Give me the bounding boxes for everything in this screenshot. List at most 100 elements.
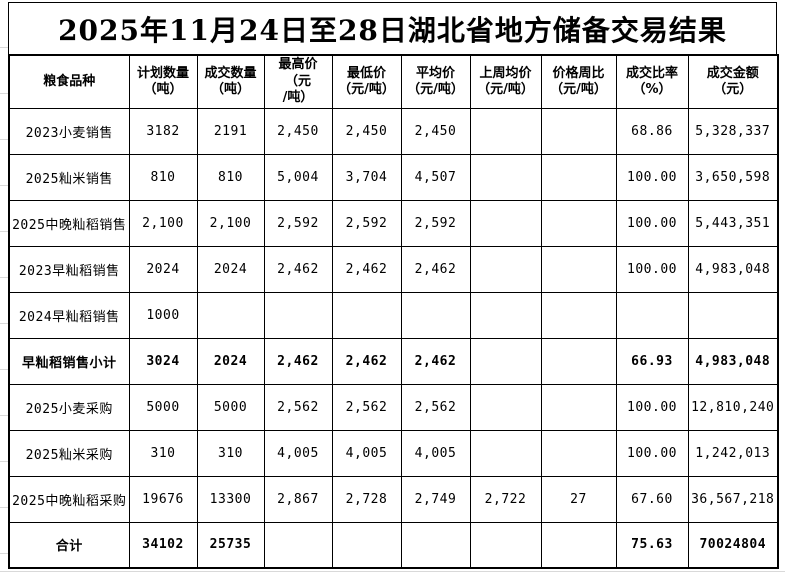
table-cell: 4,507 (400, 153, 471, 201)
table-cell (469, 291, 542, 339)
table-cell: 5,443,351 (687, 199, 779, 247)
table-cell: 3,704 (331, 153, 402, 201)
table-cell (540, 245, 617, 293)
table-cell: 12,810,240 (687, 383, 779, 431)
table-cell (540, 429, 617, 477)
table-cell: 4,983,048 (687, 245, 779, 293)
table-cell: 2,100 (128, 199, 198, 247)
table-cell: 810 (196, 153, 265, 201)
table-cell (263, 291, 333, 339)
table-cell: 2,867 (263, 475, 333, 523)
table-title: 2025年11月24日至28日湖北省地方储备交易结果 (8, 2, 777, 54)
table-cell: 2025中晚籼稻采购 (8, 475, 130, 523)
table-cell (687, 291, 779, 339)
column-header-week-change: 价格周比 （元/吨） (540, 54, 617, 109)
table-cell: 4,005 (331, 429, 402, 477)
table-cell (400, 521, 471, 569)
table-row: 2024早籼稻销售 1000 (8, 291, 779, 339)
table-cell (469, 521, 542, 569)
table-cell: 2,100 (196, 199, 265, 247)
table-cell (469, 107, 542, 155)
table-cell: 2,562 (263, 383, 333, 431)
table-cell (469, 383, 542, 431)
sheet-gridline-bottom (0, 571, 785, 572)
table-cell (400, 291, 471, 339)
table-cell: 100.00 (615, 153, 689, 201)
table-row: 2023小麦销售 3182 2191 2,450 2,450 2,450 68.… (8, 107, 779, 155)
table-cell: 2025中晚籼稻销售 (8, 199, 130, 247)
table-cell: 2023小麦销售 (8, 107, 130, 155)
table-cell: 2024早籼稻销售 (8, 291, 130, 339)
table-cell: 100.00 (615, 429, 689, 477)
table-cell: 810 (128, 153, 198, 201)
table-cell: 310 (196, 429, 265, 477)
table-cell: 1,242,013 (687, 429, 779, 477)
table-cell: 2,562 (400, 383, 471, 431)
table-cell: 5000 (196, 383, 265, 431)
column-header-planned-qty: 计划数量 （吨） (128, 54, 198, 109)
table-cell (615, 291, 689, 339)
table-cell (540, 291, 617, 339)
table-cell: 2,562 (331, 383, 402, 431)
table-cell: 66.93 (615, 337, 689, 385)
table-cell: 早籼稻销售小计 (8, 337, 130, 385)
table-cell: 2,728 (331, 475, 402, 523)
table-cell: 2023早籼稻销售 (8, 245, 130, 293)
table-cell: 5000 (128, 383, 198, 431)
table-cell: 合计 (8, 521, 130, 569)
column-header-deal-amount: 成交金额 （元） (687, 54, 779, 109)
table-cell (263, 521, 333, 569)
table-cell: 2,462 (331, 337, 402, 385)
header-row: 粮食品种 计划数量 （吨） 成交数量 （吨） 最高价 （元 /吨） 最低价 （元… (8, 54, 779, 109)
table-cell: 3182 (128, 107, 198, 155)
table-cell: 310 (128, 429, 198, 477)
table-cell: 4,005 (400, 429, 471, 477)
table-cell (540, 383, 617, 431)
subtotal-row: 早籼稻销售小计 3024 2024 2,462 2,462 2,462 66.9… (8, 337, 779, 385)
table-cell: 2191 (196, 107, 265, 155)
table-row: 2023早籼稻销售 2024 2024 2,462 2,462 2,462 10… (8, 245, 779, 293)
table-cell (540, 153, 617, 201)
table-cell: 2,462 (263, 337, 333, 385)
table-cell: 2,450 (331, 107, 402, 155)
table-cell: 67.60 (615, 475, 689, 523)
table-cell: 5,328,337 (687, 107, 779, 155)
table-cell: 5,004 (263, 153, 333, 201)
table-cell: 2025籼米销售 (8, 153, 130, 201)
table-cell: 2,462 (400, 337, 471, 385)
table-cell: 100.00 (615, 199, 689, 247)
table-row: 2025籼米销售 810 810 5,004 3,704 4,507 100.0… (8, 153, 779, 201)
column-header-deal-qty: 成交数量 （吨） (196, 54, 265, 109)
column-header-avg-price: 平均价 （元/吨） (400, 54, 471, 109)
table-row: 2025中晚籼稻销售 2,100 2,100 2,592 2,592 2,592… (8, 199, 779, 247)
column-header-lastweek-avg: 上周均价 （元/吨） (469, 54, 542, 109)
table-cell: 2,592 (263, 199, 333, 247)
table-cell: 13300 (196, 475, 265, 523)
table-cell: 2,592 (400, 199, 471, 247)
table-cell: 2,722 (469, 475, 542, 523)
table-cell: 68.86 (615, 107, 689, 155)
table-cell: 36,567,218 (687, 475, 779, 523)
total-row: 合计 34102 25735 75.63 70024804 (8, 521, 779, 569)
table-cell (469, 245, 542, 293)
table-cell: 75.63 (615, 521, 689, 569)
table-cell (540, 337, 617, 385)
table-cell: 2,592 (331, 199, 402, 247)
column-header-max-price: 最高价 （元 /吨） (263, 54, 333, 109)
table-cell (540, 107, 617, 155)
table-cell: 4,005 (263, 429, 333, 477)
results-table: 粮食品种 计划数量 （吨） 成交数量 （吨） 最高价 （元 /吨） 最低价 （元… (8, 54, 779, 569)
table-cell: 70024804 (687, 521, 779, 569)
table-row: 2025籼米采购 310 310 4,005 4,005 4,005 100.0… (8, 429, 779, 477)
table-cell (540, 521, 617, 569)
table-cell: 2024 (128, 245, 198, 293)
table-cell (469, 337, 542, 385)
table-cell: 2025小麦采购 (8, 383, 130, 431)
sheet-gridlines-left (0, 2, 8, 567)
table-cell (469, 199, 542, 247)
table-cell (540, 199, 617, 247)
table-cell: 2,749 (400, 475, 471, 523)
table-cell: 2,450 (263, 107, 333, 155)
table-cell: 4,983,048 (687, 337, 779, 385)
table-cell (331, 521, 402, 569)
